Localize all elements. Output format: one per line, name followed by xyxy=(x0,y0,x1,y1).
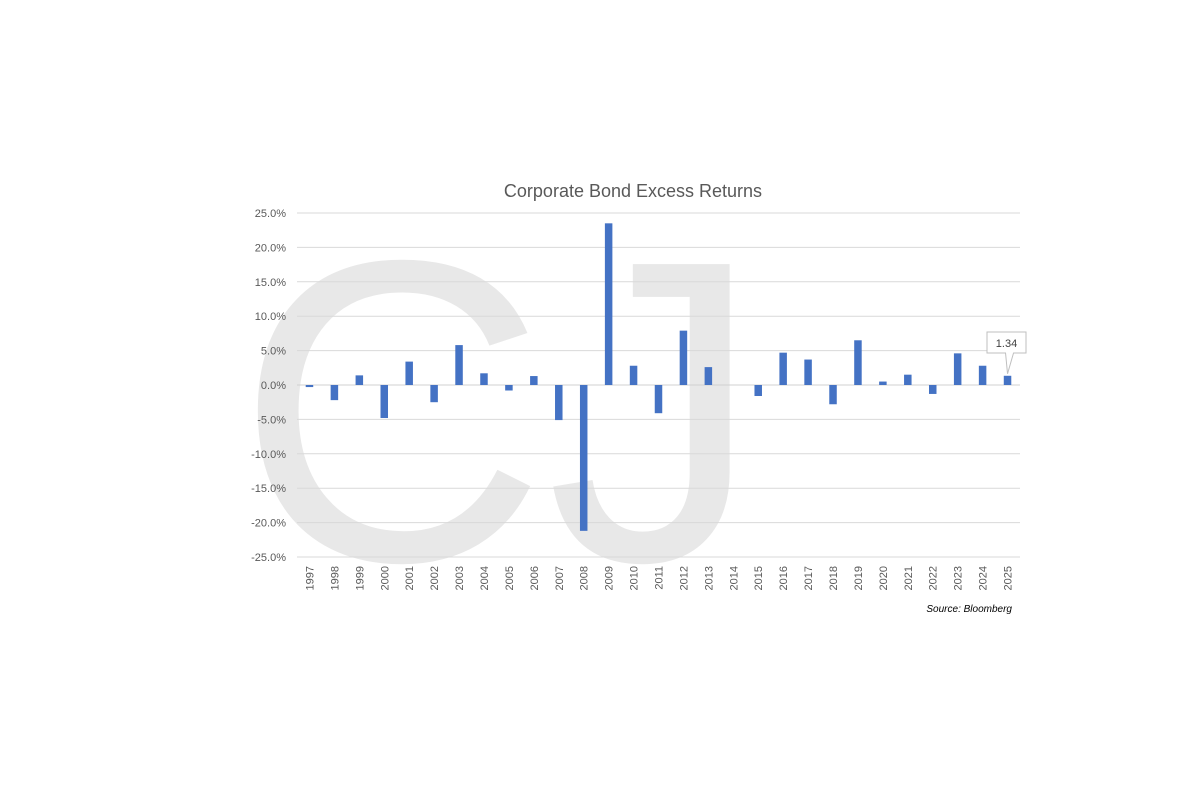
bar-2008 xyxy=(579,385,588,531)
bar-2016 xyxy=(779,352,787,385)
bar-2004 xyxy=(480,373,488,385)
bar-2022 xyxy=(928,385,937,394)
bar-2001 xyxy=(405,361,413,385)
bar-2023 xyxy=(953,353,962,385)
bar-2005 xyxy=(505,385,513,391)
y-tick-label: 25.0% xyxy=(255,208,286,220)
x-tick-label: 2008 xyxy=(579,566,591,590)
x-tick-label: 2002 xyxy=(429,566,441,590)
x-tick-label: 1999 xyxy=(354,566,366,590)
y-tick-label: -10.0% xyxy=(251,449,286,461)
x-tick-label: 2018 xyxy=(828,566,840,590)
x-tick-label: 2020 xyxy=(878,566,890,590)
x-tick-label: 2004 xyxy=(479,566,491,590)
bar-1999 xyxy=(355,375,364,385)
bar-2000 xyxy=(380,385,389,419)
watermark-logo: CJ xyxy=(236,172,762,652)
x-tick-label: 2003 xyxy=(454,566,466,590)
y-tick-label: -20.0% xyxy=(251,518,286,530)
x-tick-label: 2023 xyxy=(953,566,965,590)
x-tick-label: 2024 xyxy=(978,566,990,590)
bar-2013 xyxy=(704,367,713,385)
chart-title: Corporate Bond Excess Returns xyxy=(504,181,762,201)
x-tick-label: 2001 xyxy=(404,566,416,590)
bar-1997 xyxy=(305,385,314,388)
x-tick-label: 2012 xyxy=(678,566,690,590)
gridlines xyxy=(297,212,1020,558)
y-tick-label: 5.0% xyxy=(261,346,286,358)
bar-2011 xyxy=(654,385,663,414)
x-tick-label: 2021 xyxy=(903,566,915,590)
x-tick-label: 2015 xyxy=(753,566,765,590)
x-axis-ticks: 1997 1998 1999 2000 2001 2002 2003 2004 2005 2006… xyxy=(304,566,1014,590)
bar-2010 xyxy=(629,365,638,385)
x-tick-label: 2006 xyxy=(529,566,541,590)
bar-2019 xyxy=(854,340,862,385)
bar-2012 xyxy=(679,330,688,385)
bar-2009 xyxy=(604,223,613,385)
bar-2017 xyxy=(804,359,812,385)
y-tick-label: -15.0% xyxy=(251,483,286,495)
callout-box xyxy=(986,331,1027,374)
bar-2024 xyxy=(978,365,987,385)
x-tick-label: 2009 xyxy=(604,566,616,590)
x-tick-label: 2016 xyxy=(778,566,790,590)
x-tick-label: 2025 xyxy=(1003,566,1015,590)
data-callout: 1.34 xyxy=(986,331,1027,374)
bar-2021 xyxy=(904,374,912,385)
bars xyxy=(305,223,1012,531)
x-tick-label: 2010 xyxy=(629,566,641,590)
callout-label: 1.34 xyxy=(996,338,1017,350)
x-tick-label: 2014 xyxy=(728,566,740,590)
bar-2007 xyxy=(555,385,563,421)
bar-1998 xyxy=(330,385,339,401)
y-tick-label: -5.0% xyxy=(257,414,286,426)
x-tick-label: 2011 xyxy=(654,566,666,590)
bar-2018 xyxy=(829,385,837,405)
source-note: Source: Bloomberg xyxy=(926,604,1012,615)
x-tick-label: 2007 xyxy=(554,566,566,590)
x-tick-label: 2013 xyxy=(703,566,715,590)
x-tick-label: 2017 xyxy=(803,566,815,590)
y-tick-label: 15.0% xyxy=(255,277,286,289)
x-tick-label: 2000 xyxy=(379,566,391,590)
y-axis-ticks: 25.0% 20.0% 15.0% 10.0% 5.0% 0.0% -5.0% -10.0% -… xyxy=(251,208,286,564)
bar-2003 xyxy=(455,345,463,385)
bar-2002 xyxy=(430,385,438,403)
x-tick-label: 1997 xyxy=(304,566,316,590)
x-tick-label: 2005 xyxy=(504,566,516,590)
watermark-glyph: CJ xyxy=(236,172,762,652)
bar-2025 xyxy=(1003,375,1012,385)
x-tick-label: 2019 xyxy=(853,566,865,590)
bar-2015 xyxy=(754,385,762,397)
y-tick-label: 10.0% xyxy=(255,311,286,323)
y-tick-label: 0.0% xyxy=(261,380,286,392)
bar-2006 xyxy=(530,376,538,385)
y-tick-label: 20.0% xyxy=(255,242,286,254)
y-tick-label: -25.0% xyxy=(251,552,286,564)
x-tick-label: 1998 xyxy=(329,566,341,590)
bar-2020 xyxy=(879,381,887,385)
x-tick-label: 2022 xyxy=(928,566,940,590)
